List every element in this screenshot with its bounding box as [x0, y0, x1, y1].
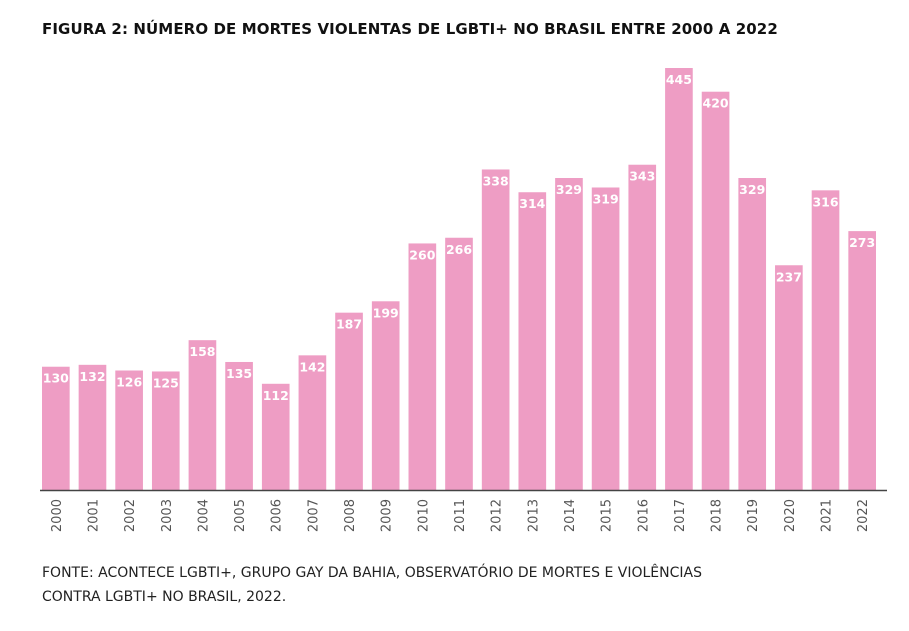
bar-2017 — [665, 68, 693, 490]
value-label-2000: 130 — [43, 371, 69, 386]
bar-2014 — [555, 178, 583, 490]
value-label-2011: 266 — [446, 242, 472, 257]
x-tick-label-2015: 2015 — [600, 499, 615, 532]
value-label-2002: 126 — [116, 375, 142, 390]
bar-2015 — [591, 187, 620, 491]
x-tick-label-2012: 2012 — [490, 499, 505, 532]
value-label-2021: 316 — [812, 194, 838, 209]
value-label-2012: 338 — [483, 173, 509, 188]
value-label-2005: 135 — [226, 366, 252, 381]
value-label-2017: 445 — [666, 72, 692, 87]
bar-2009 — [371, 301, 400, 490]
value-label-2004: 158 — [189, 344, 215, 359]
bar-2004 — [188, 340, 217, 490]
bar-2016 — [628, 164, 657, 491]
bar-2007 — [298, 355, 327, 490]
value-label-2007: 142 — [299, 359, 325, 374]
x-tick-label-2013: 2013 — [526, 499, 541, 532]
bar-2005 — [225, 361, 253, 490]
bar-2021 — [811, 190, 840, 490]
x-tick-label-2021: 2021 — [820, 499, 835, 532]
source-note: FONTE: ACONTECE LGBTI+, GRUPO GAY DA BAH… — [42, 561, 702, 609]
x-tick-label-2018: 2018 — [710, 499, 725, 532]
bar-2011 — [445, 237, 473, 490]
value-label-2014: 329 — [556, 182, 582, 197]
bar-2013 — [518, 192, 547, 491]
bar-2022 — [848, 231, 876, 491]
x-tick-label-2014: 2014 — [563, 499, 578, 532]
value-label-2020: 237 — [776, 269, 802, 284]
value-label-2022: 273 — [849, 235, 875, 250]
value-label-2013: 314 — [519, 196, 545, 211]
bar-2012 — [481, 169, 510, 490]
chart-title: FIGURA 2: NÚMERO DE MORTES VIOLENTAS DE … — [42, 20, 778, 38]
x-tick-label-2019: 2019 — [746, 499, 761, 532]
bar-2018 — [701, 91, 730, 491]
bars-layer — [42, 68, 876, 491]
x-tick-label-2016: 2016 — [636, 499, 651, 532]
value-label-2009: 199 — [373, 305, 399, 320]
x-tick-label-2010: 2010 — [416, 499, 431, 532]
bar-2006 — [261, 383, 290, 490]
x-tick-label-2005: 2005 — [233, 499, 248, 532]
bar-2020 — [775, 265, 803, 490]
x-tick-label-2004: 2004 — [196, 499, 211, 532]
x-tick-label-2020: 2020 — [783, 499, 798, 532]
value-label-2015: 319 — [593, 191, 619, 206]
x-tick-label-2003: 2003 — [160, 499, 175, 532]
bar-2010 — [408, 243, 437, 490]
bar-2019 — [738, 178, 767, 490]
x-tick-label-2002: 2002 — [123, 499, 138, 532]
value-label-2016: 343 — [629, 169, 655, 184]
value-label-2019: 329 — [739, 182, 765, 197]
value-labels-layer: 130 132 126 125 158 135 112 142 187 199 260 266 338 3… — [43, 72, 875, 403]
value-label-2018: 420 — [703, 96, 729, 111]
x-tick-label-2009: 2009 — [380, 499, 395, 532]
bar-2002 — [115, 370, 143, 490]
source-note-line-1: FONTE: ACONTECE LGBTI+, GRUPO GAY DA BAH… — [42, 565, 702, 581]
bar-chart: 130 132 126 125 158 135 112 142 187 199 260 266 338 3… — [40, 68, 887, 532]
x-tick-label-2007: 2007 — [306, 499, 321, 532]
bar-2000 — [42, 366, 70, 490]
bar-2008 — [335, 312, 363, 490]
x-tick-label-2001: 2001 — [86, 499, 101, 532]
value-label-2003: 125 — [153, 375, 179, 390]
value-label-2008: 187 — [336, 317, 362, 332]
x-tick-label-2022: 2022 — [856, 499, 871, 532]
x-tick-label-2008: 2008 — [343, 499, 358, 532]
source-note-line-2: CONTRA LGBTI+ NO BRASIL, 2022. — [42, 589, 287, 605]
value-label-2001: 132 — [79, 369, 105, 384]
x-ticks-layer: 2000 2001 2002 2003 2004 2005 2006 2007 2008 2009… — [50, 499, 871, 532]
bar-2001 — [78, 364, 107, 490]
x-tick-label-2006: 2006 — [270, 499, 285, 532]
bar-2003 — [151, 371, 180, 490]
x-tick-label-2017: 2017 — [673, 499, 688, 532]
x-tick-label-2000: 2000 — [50, 499, 65, 532]
value-label-2010: 260 — [409, 247, 435, 262]
x-tick-label-2011: 2011 — [453, 499, 468, 532]
value-label-2006: 112 — [263, 388, 289, 403]
